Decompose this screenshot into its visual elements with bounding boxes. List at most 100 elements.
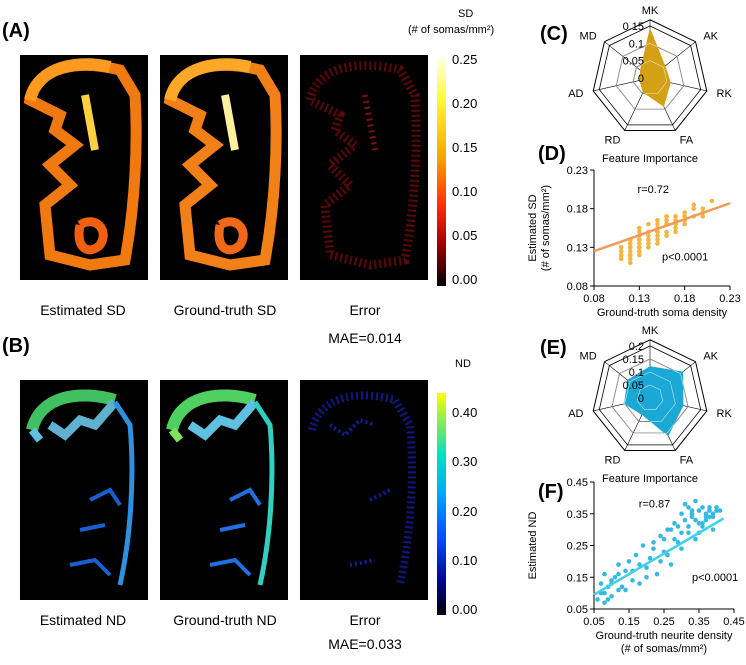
scatter-point [682, 221, 687, 227]
panel-b-colorbar-tick-label: 0.00 [452, 602, 478, 617]
radar-axis-label: MD [580, 350, 597, 362]
scatter-point [693, 536, 698, 542]
scatter-point [616, 587, 621, 593]
x-tick-label: 0.25 [653, 616, 674, 628]
scatter-point [637, 245, 642, 250]
scatter-point [637, 248, 642, 254]
scatter-point [637, 241, 642, 246]
scatter-point [673, 229, 678, 235]
scatter-point [627, 245, 633, 250]
radar-axis-label: MK [642, 326, 659, 337]
scatter-point [682, 210, 687, 215]
scatter-point [710, 511, 716, 517]
radar-axis-label: AK [703, 30, 718, 42]
radar-ring [598, 345, 702, 446]
radar-axis-label: AK [703, 350, 718, 362]
scatter-point [637, 581, 642, 586]
scatter-point [707, 508, 712, 513]
scatter-point [665, 552, 670, 558]
scatter-point [637, 252, 642, 258]
scatter-point [627, 248, 633, 254]
radar-ring-label: 0.15 [623, 21, 644, 33]
radar-axis-label: RK [717, 408, 733, 420]
x-tick-label: 0.08 [583, 293, 604, 305]
scatter-point [655, 237, 660, 242]
p-label: p<0.0001 [692, 572, 738, 584]
scatter-point [646, 233, 651, 239]
radar-axis-label: AD [568, 88, 583, 100]
radar-ring-label: 0 [638, 73, 644, 85]
scatter-point [672, 536, 677, 542]
scatter-point [714, 505, 719, 510]
x-axis-title: Ground-truth neurite density [596, 630, 733, 642]
scatter-point [696, 508, 702, 513]
scatter-point [640, 543, 646, 548]
fit-line [593, 517, 725, 596]
r-label: r=0.87 [639, 498, 671, 510]
panel-label: (F) [538, 481, 564, 503]
scatter-point [623, 568, 628, 574]
panel-b-caption-estimated: Estimated ND [39, 612, 127, 628]
scatter-point [655, 221, 660, 227]
scatter-point [644, 574, 649, 580]
panel-a-colorbar-subtitle: (# of somas/mm²) [408, 24, 495, 36]
scatter-point [709, 198, 715, 204]
scatter-point [646, 237, 651, 242]
panel-a-groundtruth-image [160, 55, 288, 280]
panel-a-label: (A) [2, 20, 30, 42]
scatter-point [675, 524, 681, 529]
panel-label: (E) [540, 337, 567, 359]
scatter-point [700, 524, 705, 529]
scatter-point [703, 517, 709, 523]
panel-f-scatter-chart: (F) 0.05 0.15 0.25 0.35 0.45 0.05 0.15 0.25 0.35 0… [527, 477, 745, 655]
scatter-point [673, 214, 678, 219]
radar-axis-label: AD [568, 408, 583, 420]
radar-ring-label: 0.1 [629, 38, 644, 50]
scatter-point [616, 562, 621, 567]
x-axis-title: Ground-truth soma density [597, 307, 728, 319]
radar-ring-label: 0.05 [623, 56, 644, 68]
y-tick-label: 0.35 [567, 509, 588, 521]
scatter-point [703, 511, 709, 517]
scatter-point [618, 256, 624, 262]
y-tick-label: 0.05 [567, 604, 588, 616]
panel-a-colorbar-tick-label: 0.15 [452, 140, 478, 155]
scatter-point [630, 578, 635, 583]
radar-ring-inner [624, 371, 676, 422]
radar-title: Feature Importance [602, 153, 698, 165]
scatter-point [717, 508, 723, 513]
scatter-point [696, 520, 702, 526]
radar-ring-label: 0.15 [623, 354, 644, 366]
scatter-point [651, 546, 656, 551]
x-tick-label: 0.45 [723, 616, 744, 628]
x-tick-label: 0.18 [674, 293, 695, 305]
x-axis-subtitle: (# of somas/mm²) [621, 643, 707, 655]
panel-c-radar-chart: (C) 0 0.05 0.1 0.15 MK AK RK FA RD AD MD Feature Imp… [540, 5, 732, 165]
panel-b-colorbar [437, 393, 446, 615]
scatter-point [633, 552, 639, 558]
scatter-point [602, 571, 607, 577]
scatter-point [682, 501, 688, 507]
scatter-point [700, 214, 706, 219]
panel-b-caption-error: Error [349, 612, 381, 628]
panel-b-error-image [300, 380, 428, 600]
scatter-point [627, 241, 633, 246]
scatter-point [668, 527, 674, 532]
scatter-point [602, 600, 607, 605]
panel-a-colorbar-tick-label: 0.25 [452, 52, 478, 67]
radar-ring-label: 0.1 [629, 367, 644, 379]
panel-a-estimated-image [20, 55, 148, 280]
scatter-point [689, 514, 695, 520]
x-tick-label: 0.23 [719, 293, 740, 305]
panel-a-colorbar-tick-label: 0.05 [452, 228, 478, 243]
scatter-point [618, 245, 624, 250]
scatter-point [710, 514, 716, 520]
radar-axis-label: MK [642, 5, 659, 17]
panel-a-colorbar-title: SD [458, 8, 474, 20]
panel-b-mae: MAE=0.033 [328, 636, 402, 652]
scatter-point [619, 584, 625, 590]
scatter-point [637, 237, 642, 242]
scatter-point [700, 520, 705, 526]
scatter-point [612, 574, 618, 580]
panel-a-mae: MAE=0.014 [328, 330, 402, 346]
